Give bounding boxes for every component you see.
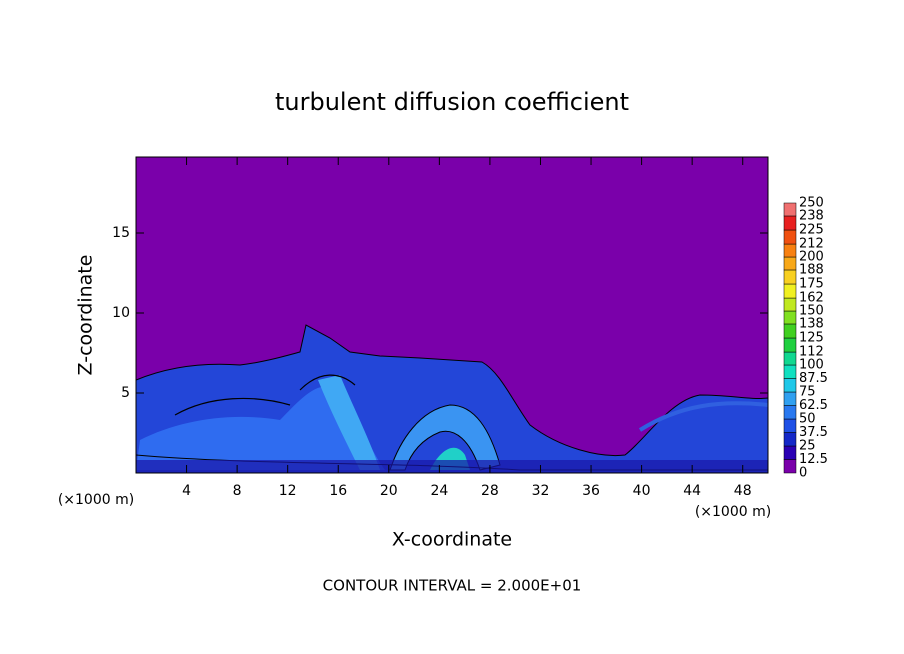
colorbar-label: 162 — [799, 291, 824, 306]
x-tick-label: 36 — [582, 483, 600, 499]
y-tick-label: 15 — [112, 225, 130, 241]
colorbar-band — [783, 310, 797, 325]
colorbar-band — [783, 229, 797, 245]
x-tick-label: 44 — [683, 483, 701, 499]
colorbar-label: 150 — [799, 304, 824, 319]
colorbar-band — [783, 445, 797, 460]
contour-line — [299, 374, 356, 391]
chart-title: turbulent diffusion coefficient — [275, 88, 629, 116]
colorbar-label: 200 — [799, 250, 824, 265]
footer-note: CONTOUR INTERVAL = 2.000E+01 — [323, 577, 582, 595]
colorbar-band — [783, 283, 797, 299]
colorbar-label: 188 — [799, 262, 824, 277]
x-tick-label: 4 — [182, 483, 191, 499]
x-tick-label: 24 — [430, 483, 448, 499]
streak — [638, 401, 768, 432]
colorbar-label: 238 — [799, 208, 824, 223]
colorbar-band — [783, 418, 797, 433]
colorbar-band — [783, 337, 797, 353]
x-tick-label: 12 — [279, 483, 297, 499]
colorbar-band — [783, 269, 797, 285]
colorbar-label: 37.5 — [799, 425, 828, 440]
colorbar-band — [783, 391, 797, 406]
x-axis-label: X-coordinate — [392, 529, 512, 551]
colorbar-band — [783, 405, 797, 420]
x-unit-label: (×1000 m) — [695, 504, 771, 520]
colorbar-label: 62.5 — [799, 398, 828, 413]
colorbar-label: 138 — [799, 316, 824, 331]
colorbar-label: 225 — [799, 223, 824, 238]
plot-frame — [135, 156, 769, 474]
y-axis-label: Z-coordinate — [75, 255, 97, 376]
colorbar-band — [783, 297, 797, 312]
turbulent-region — [136, 386, 385, 470]
colorbar-label: 100 — [799, 358, 824, 373]
colorbar-label: 12.5 — [799, 452, 828, 467]
streak — [318, 375, 380, 470]
colorbar-band — [783, 243, 797, 258]
colorbar-band — [783, 351, 797, 366]
colorbar-band — [783, 364, 797, 379]
x-tick-label: 40 — [633, 483, 651, 499]
colorbar-band — [783, 378, 797, 393]
colorbar-label: 25 — [799, 439, 816, 454]
colorbar-label: 125 — [799, 331, 824, 346]
colorbar-label: 112 — [799, 345, 824, 360]
x-tick-label: 8 — [233, 483, 242, 499]
colorbar-label: 212 — [799, 237, 824, 252]
colorbar-band — [783, 202, 797, 217]
contour-line — [174, 397, 291, 416]
surface-layer — [136, 460, 768, 473]
colorbar-label: 175 — [799, 277, 824, 292]
x-tick-label: 20 — [380, 483, 398, 499]
colorbar-label: 50 — [799, 412, 816, 427]
colorbar-band — [783, 432, 797, 447]
colorbar-label: 75 — [799, 385, 816, 400]
colorbar-band — [783, 256, 797, 271]
x-unit-label: (×1000 m) — [58, 492, 134, 508]
colorbar-label: 250 — [799, 196, 824, 211]
x-tick-label: 16 — [329, 483, 347, 499]
x-tick-label: 28 — [481, 483, 499, 499]
colorbar-label: 87.5 — [799, 371, 828, 386]
colorbar-band — [783, 323, 797, 339]
x-tick-label: 32 — [532, 483, 550, 499]
y-tick-label: 10 — [112, 305, 130, 321]
field — [136, 157, 768, 473]
colorbar-label: 0 — [799, 466, 807, 481]
x-tick-label: 48 — [734, 483, 752, 499]
y-tick-label: 5 — [121, 385, 130, 401]
colorbar-band — [783, 459, 797, 474]
colorbar-band — [783, 215, 797, 231]
